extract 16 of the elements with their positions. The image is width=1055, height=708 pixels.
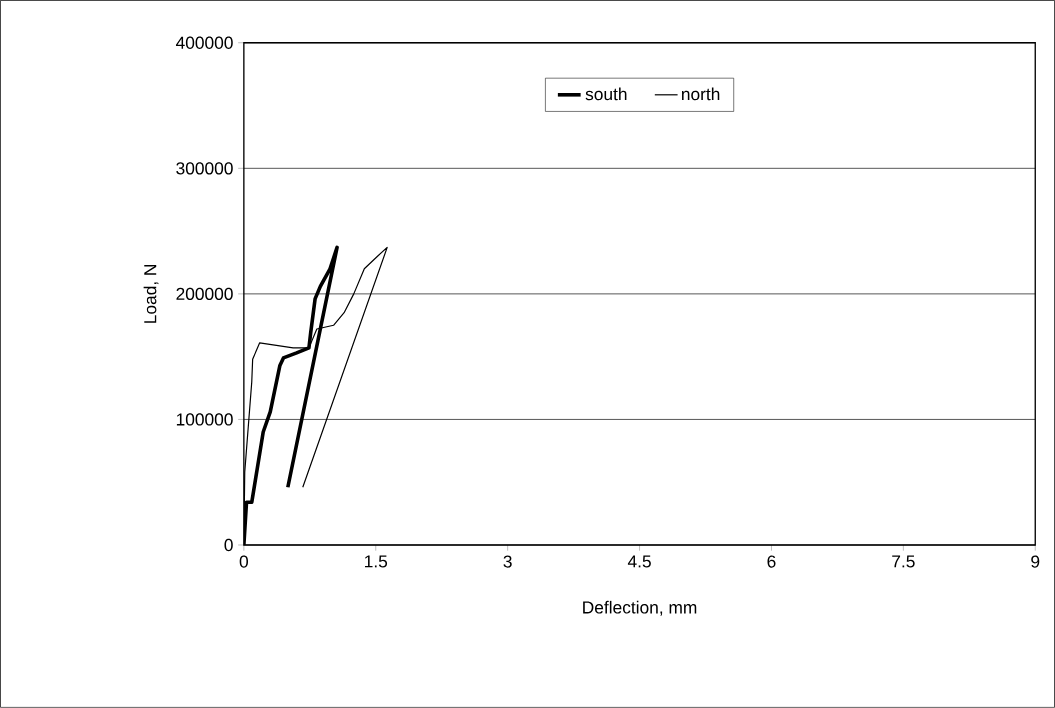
x-tick-label: 7.5 [892, 555, 915, 568]
x-axis-title: Deflection, mm [583, 600, 697, 616]
x-tick-label: 1.5 [365, 555, 388, 568]
y-tick-label: 200000 [176, 287, 233, 301]
x-tick-label: 9 [1031, 555, 1040, 568]
y-tick-label: 100000 [176, 413, 233, 426]
x-tick-label: 0 [239, 555, 249, 568]
y-axis-title: Load, N [143, 265, 159, 323]
legend-label: north [682, 87, 720, 101]
x-tick-label: 6 [767, 555, 776, 568]
y-tick-label: 400000 [175, 36, 233, 49]
legend-label: south [585, 87, 627, 101]
x-tick-label: 3 [503, 555, 512, 568]
y-tick-label: 0 [224, 538, 233, 552]
x-tick-label: 4.5 [627, 555, 651, 568]
y-tick-label: 300000 [176, 162, 233, 175]
